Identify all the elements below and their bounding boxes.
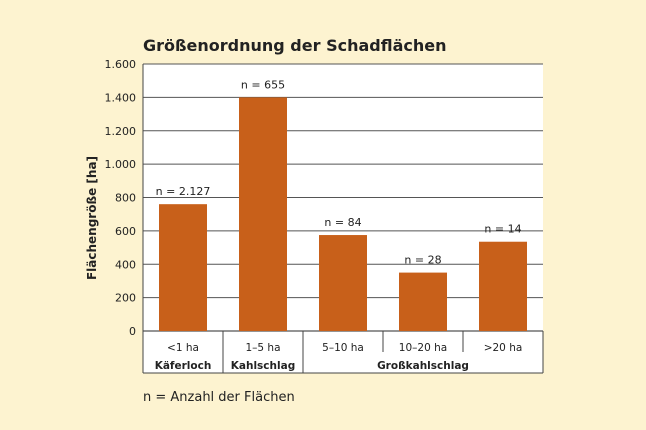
bar-data-label: n = 14: [484, 223, 521, 236]
y-tick-label: 200: [115, 292, 136, 305]
group-labels: Käferloch Kahlschlag Großkahlschlag: [155, 360, 469, 372]
category-group-label: Käferloch: [155, 360, 212, 372]
y-tick-label: 1.600: [105, 58, 137, 71]
y-tick-label: 0: [129, 325, 136, 338]
y-tick-label: 1.200: [105, 125, 137, 138]
bar: [319, 235, 367, 331]
x-tick-label: 5–10 ha: [322, 342, 364, 354]
bar: [479, 241, 527, 331]
bar-data-label: n = 84: [324, 216, 361, 229]
y-tick-label: 400: [115, 258, 136, 271]
bar: [159, 204, 207, 331]
x-tick-label: <1 ha: [167, 342, 199, 354]
bar-data-label: n = 655: [241, 78, 285, 91]
x-tick-label: >20 ha: [484, 342, 523, 354]
chart-title: Größenordnung der Schadflächen: [143, 36, 446, 55]
y-tick-label: 1.400: [105, 91, 137, 104]
bars: [159, 97, 527, 331]
category-labels: <1 ha 1–5 ha 5–10 ha 10–20 ha >20 ha: [167, 342, 522, 354]
y-tick-label: 600: [115, 225, 136, 238]
y-tick-label: 1.000: [105, 158, 137, 171]
category-group-label: Kahlschlag: [231, 360, 295, 372]
category-group-label: Großkahlschlag: [377, 360, 469, 372]
bar: [399, 272, 447, 331]
y-tick-label: 800: [115, 192, 136, 205]
y-axis-label: Flächengröße [ha]: [85, 156, 99, 280]
footnote: n = Anzahl der Flächen: [143, 390, 295, 405]
bar-data-label: n = 28: [404, 254, 441, 267]
bar: [239, 97, 287, 331]
x-tick-label: 10–20 ha: [399, 342, 447, 354]
bar-data-label: n = 2.127: [156, 185, 211, 198]
data-labels: n = 2.127 n = 655 n = 84 n = 28 n = 14: [156, 78, 522, 266]
y-tick-labels: 0 200 400 600 800 1.000 1.200 1.400 1.600: [105, 58, 137, 338]
x-tick-label: 1–5 ha: [245, 342, 280, 354]
